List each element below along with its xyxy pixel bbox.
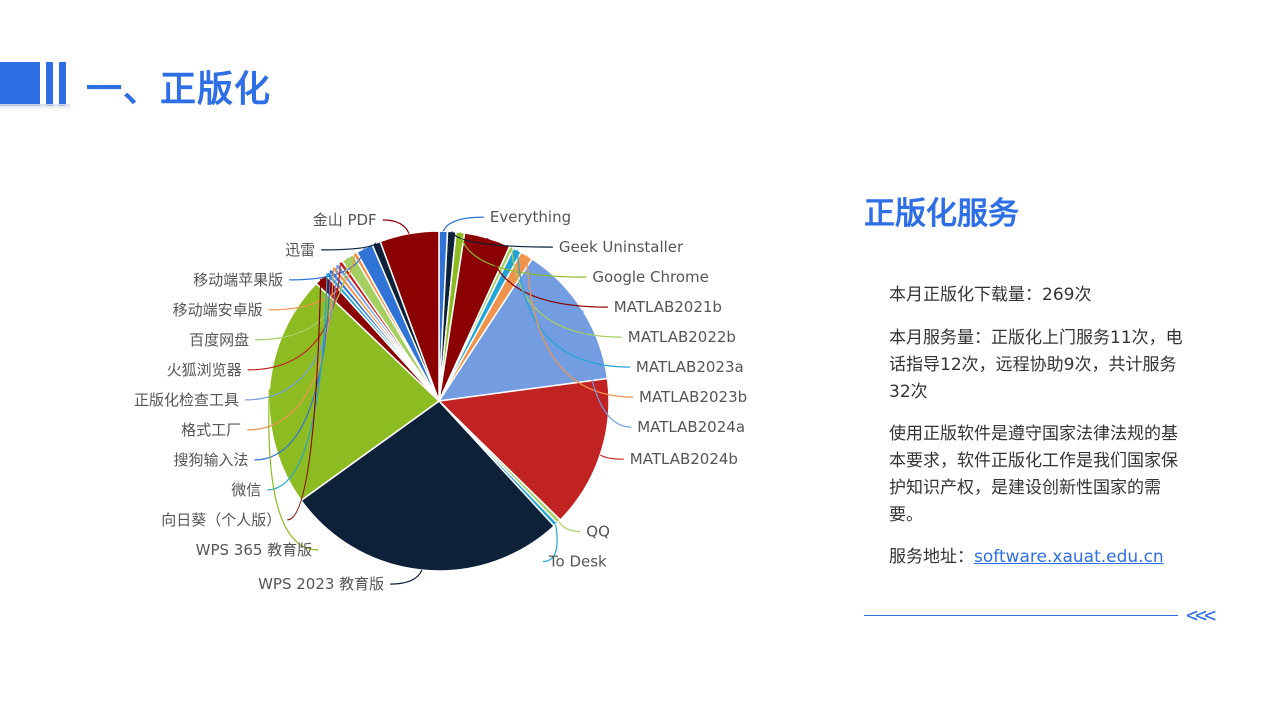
slice-label: 移动端苹果版 [193, 271, 283, 289]
slice-label: 向日葵（个人版） [161, 511, 281, 529]
leader-line [459, 232, 587, 278]
slice-label: 移动端安卓版 [173, 301, 263, 319]
leader-line [254, 270, 331, 461]
service-address: 服务地址：software.xauat.edu.cn [889, 544, 1189, 571]
service-address-link[interactable]: software.xauat.edu.cn [974, 547, 1164, 567]
slice-label: 百度网盘 [189, 331, 249, 349]
section-title: 正版化服务 [864, 196, 1019, 232]
leader-line [542, 524, 558, 563]
leader-line [516, 250, 630, 368]
slice-label: 格式工厂 [181, 421, 241, 439]
divider-line [864, 615, 1178, 616]
service-address-label: 服务地址： [889, 547, 974, 567]
leader-line [382, 219, 410, 234]
slice-label: To Desk [548, 553, 607, 571]
header-accent-stripe [46, 62, 53, 106]
pie-slice [437, 377, 610, 522]
header-accent-stripe [59, 62, 66, 106]
policy-text: 使用正版软件是遵守国家法律法规的基本要求，软件正版化工作是我们国家保护知识产权，… [889, 424, 1178, 525]
slice-label: QQ [586, 523, 610, 541]
leader-line [511, 247, 622, 338]
leader-line [526, 255, 634, 398]
slice-label: 迅雷 [285, 241, 315, 259]
page-title: 一、正版化 [86, 69, 272, 110]
leader-line [599, 454, 624, 460]
slice-label: 微信 [231, 481, 261, 499]
leader-line [268, 253, 356, 311]
slice-label: 搜狗输入法 [173, 451, 248, 469]
leader-line [255, 257, 349, 341]
slice-label: WPS 2023 教育版 [258, 575, 384, 593]
service-count-text: 本月服务量：正版化上门服务11次，电话指导12次，远程协助9次，共计服务32次 [889, 328, 1183, 402]
leader-line [442, 216, 484, 232]
slice-label: Google Chrome [592, 268, 709, 286]
slice-label: WPS 365 教育版 [196, 541, 313, 559]
slice-label: 金山 PDF [313, 211, 377, 229]
slice-label: 火狐浏览器 [167, 361, 242, 379]
header-shadow [0, 104, 70, 110]
slice-label: Geek Uninstaller [559, 238, 684, 256]
slice-label: MATLAB2022b [628, 328, 736, 346]
pie-slice [437, 257, 609, 402]
slice-label: MATLAB2024b [630, 450, 738, 468]
leader-line [451, 231, 553, 248]
leader-line [267, 273, 328, 491]
slice-label: MATLAB2021b [614, 298, 722, 316]
pie-slice [379, 230, 440, 402]
slice-label: MATLAB2023b [639, 388, 747, 406]
leader-line [558, 521, 581, 533]
slice-label: 正版化检查工具 [134, 391, 239, 409]
pie-chart: Everything Geek Uninstaller Google Chrome M… [134, 208, 747, 593]
slice-label: MATLAB2023a [636, 358, 744, 376]
leader-line [390, 569, 423, 585]
header-accent-block [0, 62, 40, 106]
leader-line [321, 242, 377, 251]
leader-line [268, 389, 319, 551]
leader-line [287, 278, 322, 521]
leader-line [247, 262, 342, 371]
leader-line [289, 248, 365, 281]
slice-label: Everything [490, 208, 571, 226]
leader-line [244, 264, 338, 401]
pie-slice [300, 400, 556, 572]
slice-label: MATLAB2024a [637, 418, 745, 436]
leader-line [582, 310, 632, 428]
leader-line [247, 267, 335, 431]
leader-line [487, 238, 608, 308]
download-count-text: 本月正版化下载量：269次 [889, 285, 1092, 305]
chevron-left-icon: <<< [1186, 603, 1216, 627]
